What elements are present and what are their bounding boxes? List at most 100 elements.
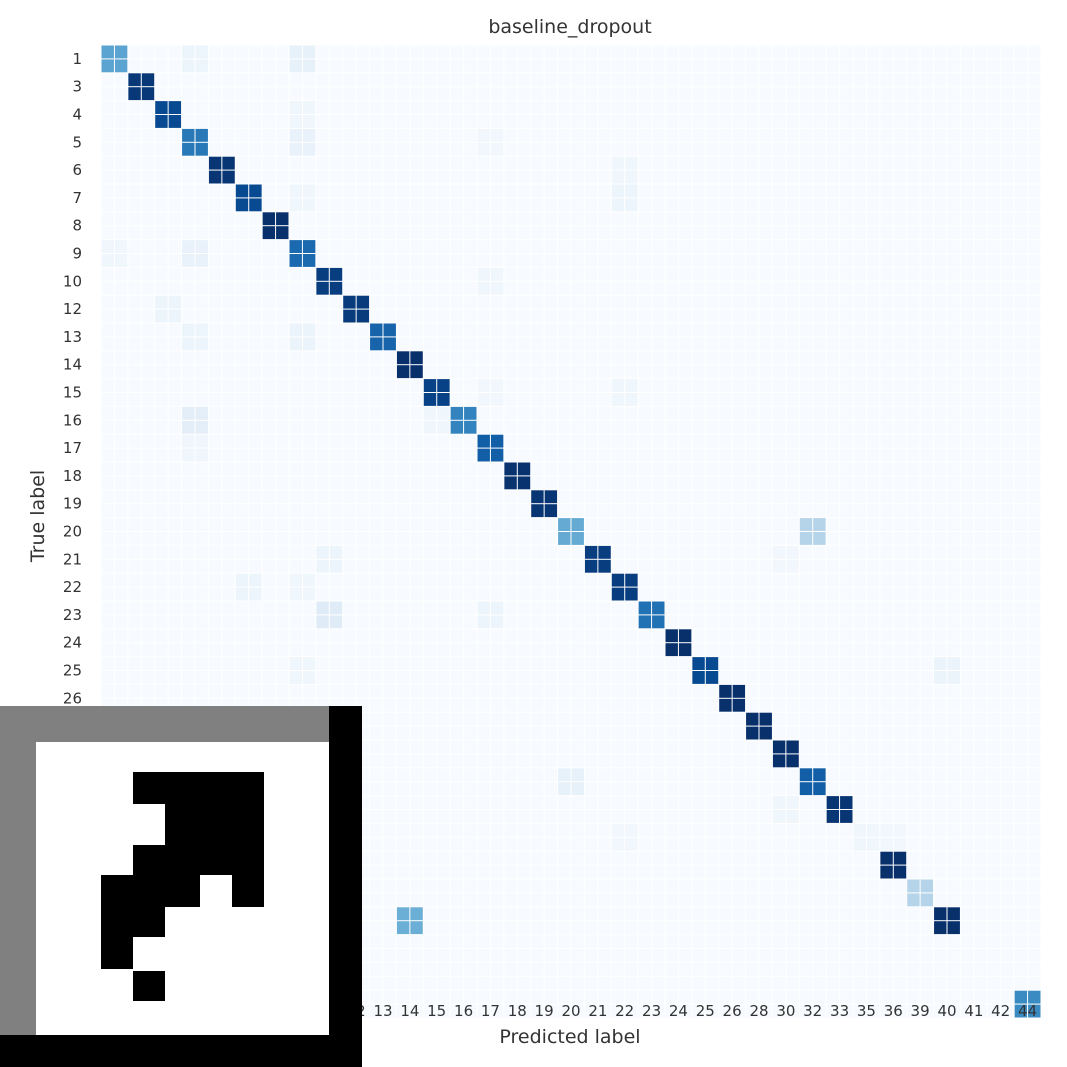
- heatmap-cell: [235, 490, 262, 518]
- x-tick-label: 42: [991, 1002, 1010, 1020]
- heatmap-cell: [370, 240, 396, 267]
- heatmap-cell: [772, 351, 799, 379]
- heatmap-cell: [450, 629, 477, 657]
- heatmap-cell: [880, 879, 907, 907]
- heatmap-cell: [316, 45, 343, 73]
- heatmap-cell: [665, 156, 692, 184]
- heatmap-cell: [504, 712, 531, 740]
- heatmap-cell: [799, 73, 826, 101]
- heatmap-cell: [423, 45, 450, 73]
- heatmap-cell: [611, 101, 638, 128]
- heatmap-cell: [450, 712, 477, 740]
- heatmap-cell: [746, 156, 772, 184]
- heatmap-cell: [558, 796, 584, 823]
- heatmap-cell: [692, 490, 719, 518]
- heatmap-cell: [558, 212, 584, 240]
- heatmap-cell: [907, 851, 934, 879]
- heatmap-cell: [611, 406, 638, 434]
- heatmap-cell: [987, 823, 1014, 851]
- heatmap-cell: [1014, 295, 1041, 323]
- heatmap-cell: [692, 518, 719, 545]
- heatmap-cell: [396, 45, 423, 73]
- heatmap-cell: [584, 545, 611, 573]
- heatmap-cell: [907, 768, 934, 796]
- heatmap-cell: [584, 73, 611, 101]
- heatmap-cell: [450, 240, 477, 267]
- heatmap-cell: [826, 267, 853, 295]
- heatmap-cell: [477, 351, 504, 379]
- heatmap-cell: [746, 379, 772, 406]
- heatmap-cell: [423, 101, 450, 128]
- heatmap-cell: [719, 851, 746, 879]
- heatmap-cell: [396, 434, 423, 462]
- heatmap-cell: [853, 490, 880, 518]
- heatmap-cell: [396, 518, 423, 545]
- x-tick-label: 30: [776, 1002, 795, 1020]
- heatmap-cell: [101, 601, 128, 629]
- heatmap-cell: [101, 545, 128, 573]
- heatmap-cell: [450, 962, 477, 990]
- heatmap-cell: [611, 768, 638, 796]
- heatmap-cell: [746, 351, 772, 379]
- heatmap-cell: [208, 657, 235, 684]
- heatmap-cell: [343, 128, 370, 156]
- heatmap-cell: [396, 101, 423, 128]
- heatmap-cell: [638, 184, 665, 212]
- heatmap-cell: [289, 629, 316, 657]
- heatmap-cell: [1014, 434, 1041, 462]
- heatmap-cell: [665, 462, 692, 490]
- heatmap-cell: [960, 907, 987, 935]
- heatmap-cell: [853, 879, 880, 907]
- heatmap-cell: [558, 184, 584, 212]
- heatmap-cell: [584, 712, 611, 740]
- heatmap-cell: [208, 184, 235, 212]
- heatmap-cell: [235, 629, 262, 657]
- heatmap-cell: [128, 545, 155, 573]
- heatmap-cell: [907, 601, 934, 629]
- heatmap-cell: [101, 73, 128, 101]
- heatmap-cell: [396, 629, 423, 657]
- heatmap-cell: [665, 406, 692, 434]
- heatmap-cell: [934, 434, 960, 462]
- heatmap-cell: [692, 962, 719, 990]
- heatmap-cell: [826, 518, 853, 545]
- heatmap-cell: [101, 45, 128, 73]
- heatmap-cell: [692, 851, 719, 879]
- heatmap-cell: [208, 156, 235, 184]
- heatmap-cell: [826, 434, 853, 462]
- heatmap-cell: [880, 240, 907, 267]
- heatmap-cell: [128, 462, 155, 490]
- heatmap-cell: [719, 907, 746, 935]
- heatmap-cell: [584, 295, 611, 323]
- heatmap-cell: [719, 545, 746, 573]
- heatmap-cell: [746, 128, 772, 156]
- heatmap-cell: [477, 573, 504, 601]
- heatmap-cell: [208, 518, 235, 545]
- heatmap-cell: [960, 156, 987, 184]
- heatmap-cell: [531, 962, 558, 990]
- heatmap-cell: [316, 101, 343, 128]
- heatmap-cell: [1014, 990, 1041, 1018]
- heatmap-cell: [531, 823, 558, 851]
- heatmap-cell: [799, 240, 826, 267]
- heatmap-cell: [987, 45, 1014, 73]
- y-tick-label: 14: [63, 356, 82, 374]
- heatmap-cell: [665, 907, 692, 935]
- heatmap-cell: [235, 323, 262, 351]
- heatmap-cell: [370, 406, 396, 434]
- heatmap-cell: [987, 323, 1014, 351]
- heatmap-cell: [208, 573, 235, 601]
- heatmap-cell: [504, 962, 531, 990]
- heatmap-cell: [450, 851, 477, 879]
- heatmap-cell: [584, 740, 611, 768]
- heatmap-cell: [665, 629, 692, 657]
- heatmap-cell: [235, 240, 262, 267]
- heatmap-cell: [235, 657, 262, 684]
- heatmap-cell: [584, 990, 611, 1018]
- heatmap-cell: [960, 712, 987, 740]
- heatmap-cell: [584, 490, 611, 518]
- heatmap-cell: [907, 406, 934, 434]
- heatmap-cell: [450, 490, 477, 518]
- heatmap-cell: [262, 212, 289, 240]
- heatmap-cell: [370, 879, 396, 907]
